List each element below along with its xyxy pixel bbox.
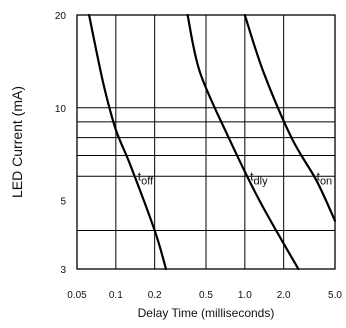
- x-tick-label: 0.5: [199, 290, 213, 301]
- x-tick-label: 0.1: [109, 290, 123, 301]
- y-tick-label: 20: [55, 11, 67, 22]
- curve-labels: toff tdly ton: [138, 170, 332, 188]
- x-tick-label: 1.0: [238, 290, 252, 301]
- y-tick-label: 3: [60, 265, 66, 276]
- x-tick-label: 0.05: [67, 290, 87, 301]
- x-tick-label: 5.0: [328, 290, 342, 301]
- y-tick-label: 10: [55, 104, 67, 115]
- x-tick-label: 2.0: [277, 290, 291, 301]
- grid: [77, 15, 335, 269]
- y-axis-title: LED Current (mA): [9, 86, 25, 198]
- y-tick-label: 5: [60, 197, 66, 208]
- x-axis-title: Delay Time (milliseconds): [138, 306, 275, 320]
- x-tick-label: 0.2: [148, 290, 162, 301]
- series-line-t-on: [245, 15, 335, 221]
- series-label-t-dly: tdly: [250, 170, 268, 188]
- series-label-t-off: toff: [138, 170, 154, 188]
